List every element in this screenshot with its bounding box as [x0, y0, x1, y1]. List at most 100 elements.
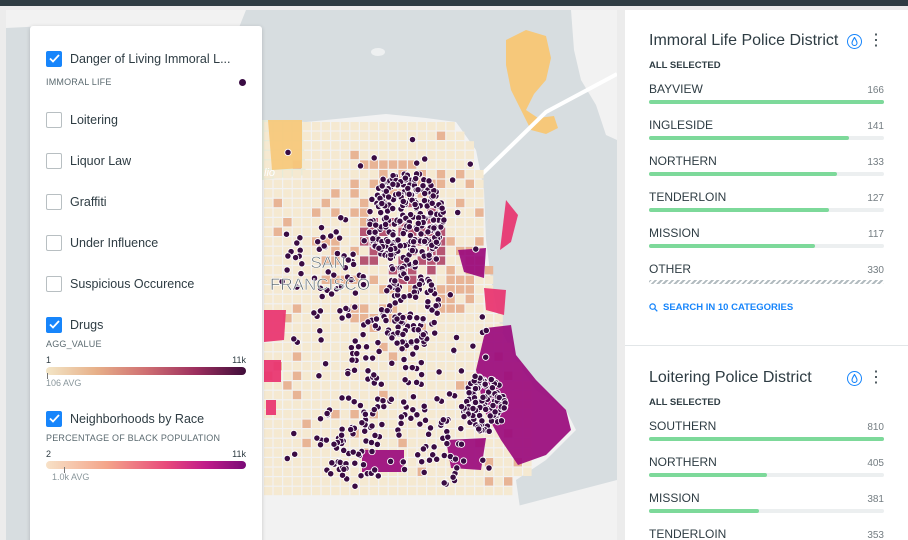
- category-value: 166: [867, 85, 884, 96]
- category-name: MISSION: [649, 491, 700, 505]
- legend-layer-immoral-life[interactable]: Danger of Living Immoral L...: [46, 38, 246, 79]
- check-icon: [48, 54, 60, 63]
- ramp-min: 1: [46, 355, 52, 365]
- category-row-other[interactable]: OTHER 330: [649, 258, 884, 294]
- category-name: SOUTHERN: [649, 419, 717, 433]
- treasure-island: [506, 30, 558, 134]
- legend-layer-graffiti[interactable]: Graffiti: [46, 181, 246, 222]
- ramp-max: 11k: [232, 449, 246, 459]
- category-row[interactable]: NORTHERN 405: [649, 451, 884, 487]
- legend-layer-loitering[interactable]: Loitering: [46, 99, 246, 140]
- point-swatch-icon: [239, 78, 246, 86]
- legend-layer-neighborhoods-by-race[interactable]: Neighborhoods by Race: [46, 398, 246, 439]
- small-island: [371, 48, 385, 56]
- layer-checkbox[interactable]: [46, 50, 62, 67]
- layer-legend-panel: Danger of Living Immoral L... IMMORAL LI…: [30, 26, 262, 540]
- layer-name: Graffiti: [70, 194, 107, 209]
- category-bar: [649, 208, 884, 212]
- map-svg[interactable]: lio SAN FRANCISCO: [6, 10, 617, 540]
- category-bar: [649, 437, 884, 441]
- layer-sub-label: AGG_VALUE: [46, 339, 102, 349]
- category-value: 405: [867, 458, 884, 469]
- category-value: 141: [867, 121, 884, 132]
- category-name: INGLESIDE: [649, 118, 714, 132]
- avg-marker: [47, 373, 48, 379]
- category-bar: [649, 244, 884, 248]
- map-city-label-line2: FRANCISCO: [270, 275, 370, 294]
- category-bar-fill: [649, 208, 829, 212]
- top-bar: [0, 0, 908, 6]
- category-row[interactable]: MISSION 117: [649, 222, 884, 258]
- legend-race-ramp: PERCENTAGE OF BLACK POPULATION 2 11k 1.0…: [46, 433, 246, 482]
- layer-checkbox[interactable]: [46, 316, 62, 333]
- category-name: BAYVIEW: [649, 82, 703, 96]
- layer-checkbox[interactable]: [46, 234, 62, 251]
- category-bar: [649, 100, 884, 104]
- category-value: 353: [867, 530, 884, 540]
- category-value: 381: [867, 494, 884, 505]
- layer-checkbox[interactable]: [46, 152, 62, 169]
- category-name: TENDERLOIN: [649, 190, 727, 204]
- color-ramp: [46, 367, 246, 375]
- category-bar: [649, 509, 884, 513]
- category-value: 133: [867, 157, 884, 168]
- category-row[interactable]: SOUTHERN 810: [649, 415, 884, 451]
- bay-bridge: [474, 72, 617, 182]
- widget-loitering-police-district: Loitering Police District ⋮ ALL SELECTED…: [625, 345, 908, 540]
- category-row[interactable]: INGLESIDE 141: [649, 114, 884, 150]
- east-bay-land: [571, 10, 617, 140]
- category-row[interactable]: NORTHERN 133: [649, 150, 884, 186]
- category-bar-fill: [649, 136, 849, 140]
- layer-checkbox[interactable]: [46, 275, 62, 292]
- color-ramp: [46, 461, 246, 469]
- legend-point-key: IMMORAL LIFE: [46, 75, 246, 89]
- layer-name: Liquor Law: [70, 153, 132, 168]
- search-icon: [649, 302, 658, 312]
- widget-selection-status: ALL SELECTED: [649, 397, 721, 408]
- avg-marker: [64, 467, 65, 473]
- layer-checkbox[interactable]: [46, 193, 62, 210]
- category-name: NORTHERN: [649, 455, 717, 469]
- check-icon: [48, 320, 60, 329]
- widget-immoral-life-police-district: Immoral Life Police District ⋮ ALL SELEC…: [625, 10, 908, 345]
- category-bar-fill: [649, 100, 884, 104]
- category-name: NORTHERN: [649, 154, 717, 168]
- category-bar-fill: [649, 172, 837, 176]
- category-bar-fill: [649, 473, 767, 477]
- category-bar: [649, 473, 884, 477]
- layer-name: Danger of Living Immoral L...: [70, 51, 231, 66]
- south-land: [426, 480, 617, 540]
- legend-layer-drugs[interactable]: Drugs: [46, 304, 246, 345]
- category-row[interactable]: BAYVIEW 166: [649, 78, 884, 114]
- kebab-menu-icon[interactable]: ⋮: [868, 32, 884, 49]
- layer-name: Neighborhoods by Race: [70, 411, 205, 426]
- map-canvas[interactable]: lio SAN FRANCISCO: [6, 10, 617, 540]
- layer-name: Under Influence: [70, 235, 159, 250]
- category-value: 810: [867, 422, 884, 433]
- kebab-menu-icon[interactable]: ⋮: [868, 369, 884, 386]
- category-row[interactable]: MISSION 381: [649, 487, 884, 523]
- legend-layer-suspicious-occurence[interactable]: Suspicious Occurence: [46, 263, 246, 304]
- category-value: 127: [867, 193, 884, 204]
- immoral-life-points-layer: [278, 135, 509, 490]
- legend-layer-liquor-law[interactable]: Liquor Law: [46, 140, 246, 181]
- category-name: TENDERLOIN: [649, 527, 727, 540]
- category-bar: [649, 136, 884, 140]
- category-row[interactable]: TENDERLOIN 127: [649, 186, 884, 222]
- legend-drugs-ramp: AGG_VALUE 1 11k 106 AVG: [46, 339, 246, 388]
- category-name: MISSION: [649, 226, 700, 240]
- droplet-icon[interactable]: [847, 33, 862, 49]
- layer-name: Drugs: [70, 317, 104, 332]
- layer-checkbox[interactable]: [46, 111, 62, 128]
- ramp-avg: 106 AVG: [46, 378, 82, 388]
- category-bar-fill: [649, 509, 760, 513]
- race-polygons-layer: [264, 120, 571, 472]
- category-row[interactable]: TENDERLOIN 353: [649, 523, 884, 540]
- legend-layer-under-influence[interactable]: Under Influence: [46, 222, 246, 263]
- droplet-icon[interactable]: [847, 370, 862, 386]
- layer-checkbox[interactable]: [46, 410, 62, 427]
- ramp-avg: 1.0k AVG: [52, 472, 90, 482]
- category-value: 330: [867, 265, 884, 276]
- search-categories-link[interactable]: SEARCH IN 10 CATEGORIES: [649, 298, 884, 316]
- ramp-max: 11k: [232, 355, 246, 365]
